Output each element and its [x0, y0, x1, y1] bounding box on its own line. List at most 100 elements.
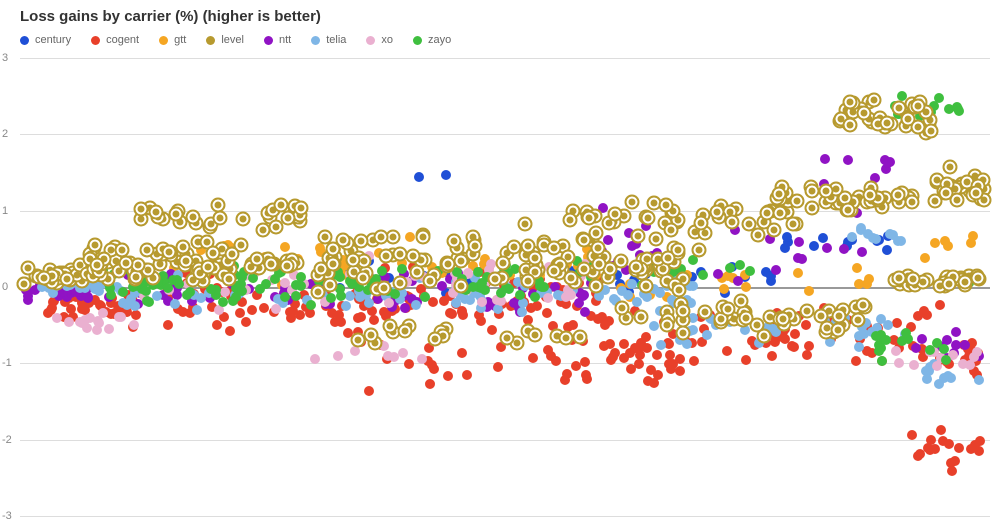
data-point-zayo[interactable] — [420, 292, 430, 302]
data-point-zayo[interactable] — [871, 331, 881, 341]
data-point-xo[interactable] — [389, 352, 399, 362]
data-point-telia[interactable] — [656, 340, 666, 350]
data-point-level[interactable] — [881, 116, 894, 129]
data-point-zayo[interactable] — [941, 355, 951, 365]
data-point-level[interactable] — [447, 235, 460, 248]
data-point-ntt[interactable] — [883, 158, 893, 168]
data-point-cogent[interactable] — [528, 353, 538, 363]
data-point-cogent[interactable] — [787, 341, 797, 351]
data-point-century[interactable] — [441, 170, 451, 180]
data-point-level[interactable] — [213, 212, 226, 225]
data-point-cogent[interactable] — [634, 359, 644, 369]
data-point-cogent[interactable] — [802, 350, 812, 360]
data-point-level[interactable] — [868, 93, 881, 106]
data-point-gtt[interactable] — [315, 243, 325, 253]
data-point-level[interactable] — [660, 319, 673, 332]
data-point-level[interactable] — [318, 231, 331, 244]
data-point-cogent[interactable] — [532, 301, 542, 311]
data-point-zayo[interactable] — [106, 290, 116, 300]
data-point-level[interactable] — [226, 248, 239, 261]
data-point-ntt[interactable] — [437, 281, 447, 291]
data-point-level[interactable] — [354, 235, 367, 248]
data-point-level[interactable] — [275, 198, 288, 211]
data-point-cogent[interactable] — [493, 362, 503, 372]
data-point-level[interactable] — [323, 279, 336, 292]
data-point-century[interactable] — [882, 245, 892, 255]
data-point-xo[interactable] — [271, 304, 281, 314]
data-point-cogent[interactable] — [722, 346, 732, 356]
data-point-ntt[interactable] — [822, 243, 832, 253]
data-point-level[interactable] — [327, 243, 340, 256]
data-point-level[interactable] — [944, 160, 957, 173]
data-point-level[interactable] — [141, 243, 154, 256]
data-point-cogent[interactable] — [642, 343, 652, 353]
data-point-level[interactable] — [201, 260, 214, 273]
data-point-cogent[interactable] — [608, 352, 618, 362]
data-point-telia[interactable] — [922, 374, 932, 384]
data-point-cogent[interactable] — [582, 374, 592, 384]
data-point-zayo[interactable] — [163, 283, 173, 293]
data-point-telia[interactable] — [465, 295, 475, 305]
data-point-xo[interactable] — [969, 352, 979, 362]
data-point-cogent[interactable] — [975, 436, 985, 446]
data-point-level[interactable] — [565, 272, 578, 285]
data-point-ntt[interactable] — [794, 237, 804, 247]
data-point-level[interactable] — [893, 102, 906, 115]
data-point-level[interactable] — [592, 257, 605, 270]
data-point-xo[interactable] — [417, 354, 427, 364]
data-point-level[interactable] — [89, 238, 102, 251]
data-point-level[interactable] — [631, 229, 644, 242]
data-point-telia[interactable] — [364, 298, 374, 308]
data-point-level[interactable] — [559, 332, 572, 345]
data-point-cogent[interactable] — [947, 466, 957, 476]
data-point-xo[interactable] — [891, 346, 901, 356]
data-point-level[interactable] — [211, 199, 224, 212]
data-point-zayo[interactable] — [280, 292, 290, 302]
data-point-ntt[interactable] — [733, 276, 743, 286]
data-point-level[interactable] — [648, 196, 661, 209]
legend-item-century[interactable]: century — [20, 34, 71, 46]
data-point-level[interactable] — [615, 254, 628, 267]
data-point-cogent[interactable] — [954, 443, 964, 453]
legend-item-gtt[interactable]: gtt — [159, 34, 186, 46]
data-point-zayo[interactable] — [874, 346, 884, 356]
data-point-level[interactable] — [417, 231, 430, 244]
data-point-level[interactable] — [442, 258, 455, 271]
data-point-level[interactable] — [383, 320, 396, 333]
data-point-zayo[interactable] — [218, 297, 228, 307]
data-point-level[interactable] — [892, 272, 905, 285]
data-point-zayo[interactable] — [954, 106, 964, 116]
data-point-level[interactable] — [256, 223, 269, 236]
data-point-zayo[interactable] — [144, 297, 154, 307]
data-point-gtt[interactable] — [793, 268, 803, 278]
data-point-cogent[interactable] — [259, 303, 269, 313]
data-point-ntt[interactable] — [574, 298, 584, 308]
data-point-zayo[interactable] — [939, 344, 949, 354]
data-point-level[interactable] — [819, 184, 832, 197]
data-point-zayo[interactable] — [530, 292, 540, 302]
data-point-xo[interactable] — [129, 320, 139, 330]
data-point-xo[interactable] — [894, 358, 904, 368]
data-point-zayo[interactable] — [501, 283, 511, 293]
data-point-level[interactable] — [912, 120, 925, 133]
data-point-level[interactable] — [833, 309, 846, 322]
data-point-level[interactable] — [429, 333, 442, 346]
data-point-century[interactable] — [809, 241, 819, 251]
data-point-level[interactable] — [925, 124, 938, 137]
data-point-telia[interactable] — [847, 232, 857, 242]
data-point-cogent[interactable] — [247, 305, 257, 315]
data-point-zayo[interactable] — [897, 91, 907, 101]
data-point-level[interactable] — [739, 311, 752, 324]
data-point-level[interactable] — [206, 247, 219, 260]
data-point-zayo[interactable] — [182, 290, 192, 300]
data-point-cogent[interactable] — [915, 449, 925, 459]
data-point-level[interactable] — [119, 257, 132, 270]
data-point-xo[interactable] — [398, 348, 408, 358]
data-point-xo[interactable] — [333, 351, 343, 361]
data-point-cogent[interactable] — [429, 364, 439, 374]
data-point-level[interactable] — [777, 312, 790, 325]
data-point-level[interactable] — [677, 327, 690, 340]
data-point-zayo[interactable] — [735, 260, 745, 270]
data-point-level[interactable] — [857, 298, 870, 311]
data-point-gtt[interactable] — [405, 232, 415, 242]
